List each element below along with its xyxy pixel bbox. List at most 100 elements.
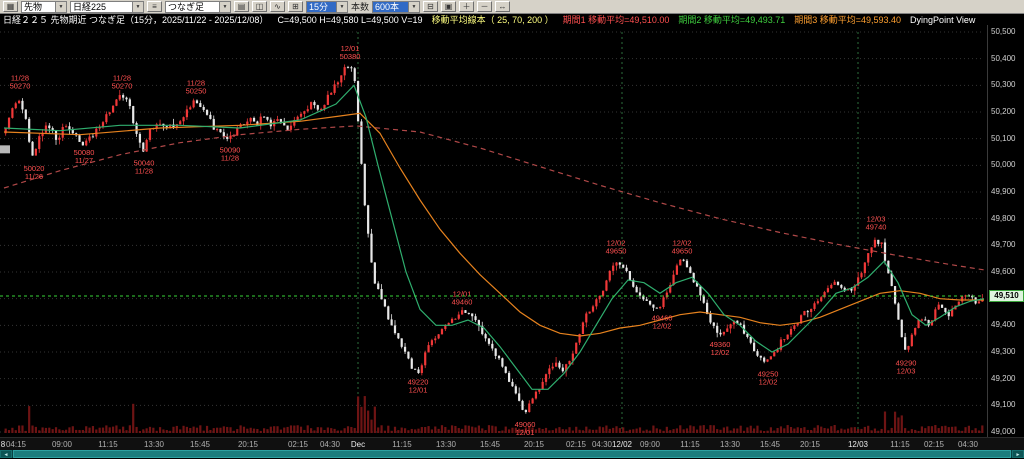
candle-body bbox=[679, 259, 682, 266]
volume-bar bbox=[608, 428, 611, 433]
line-style-icon[interactable]: ∿ bbox=[270, 1, 285, 12]
candle-body bbox=[182, 117, 185, 122]
volume-bar bbox=[652, 425, 655, 433]
candle-body bbox=[266, 116, 269, 120]
candle-body bbox=[964, 295, 967, 297]
candle-body bbox=[467, 312, 470, 314]
candle-body bbox=[612, 265, 615, 271]
swing-point-label: 49360 bbox=[710, 340, 731, 349]
candle-body bbox=[591, 306, 595, 312]
candle-body bbox=[914, 328, 917, 335]
panel-collapse-icon[interactable]: ⊟ bbox=[423, 1, 439, 12]
candle-body bbox=[54, 130, 58, 140]
chevron-down-icon: ▼ bbox=[132, 1, 143, 12]
volume-bar bbox=[746, 427, 749, 433]
bar-count-select[interactable]: 600本 ▼ bbox=[372, 0, 421, 13]
volume-bar bbox=[18, 425, 21, 433]
scrollbar-thumb[interactable] bbox=[13, 450, 1011, 458]
candle-body bbox=[434, 338, 437, 341]
candle-body bbox=[648, 300, 652, 305]
zoom-out-icon[interactable]: － bbox=[477, 1, 493, 12]
candle-body bbox=[430, 340, 434, 346]
volume-bar bbox=[934, 425, 937, 433]
volume-bar bbox=[524, 427, 527, 433]
volume-bar bbox=[544, 427, 548, 433]
candle-body bbox=[330, 92, 333, 95]
swing-point-label: 50020 bbox=[24, 164, 45, 173]
candle-body bbox=[487, 338, 491, 344]
volume-bar bbox=[904, 428, 907, 433]
scroll-left-icon[interactable]: ◄ bbox=[0, 450, 12, 458]
volume-bar bbox=[24, 430, 27, 433]
split-view-icon[interactable]: ◫ bbox=[252, 1, 267, 12]
candle-body bbox=[481, 325, 484, 335]
symbol-select[interactable]: 日経225 ▼ bbox=[70, 0, 144, 13]
candle-body bbox=[169, 124, 172, 128]
chart-type-select[interactable]: つなぎ足 ▼ bbox=[165, 0, 231, 13]
volume-bar bbox=[122, 426, 125, 433]
scrollbar-track[interactable] bbox=[12, 450, 1012, 458]
volume-bar bbox=[286, 426, 289, 433]
app-icon[interactable]: ▦ bbox=[3, 1, 18, 12]
swing-point-label: 11/28 bbox=[135, 167, 153, 176]
grid-toggle-icon[interactable]: ⊞ bbox=[288, 1, 303, 12]
candle-body bbox=[622, 264, 625, 268]
candle-body bbox=[98, 127, 101, 129]
candle-body bbox=[638, 292, 642, 296]
volume-bar bbox=[21, 425, 24, 433]
volume-bar bbox=[749, 425, 752, 433]
volume-bar bbox=[333, 428, 336, 433]
candle-body bbox=[373, 262, 376, 284]
volume-bar bbox=[957, 430, 960, 433]
candle-body bbox=[655, 307, 658, 309]
volume-bar bbox=[823, 428, 826, 433]
candle-body bbox=[756, 351, 759, 356]
time-axis-label: 20:15 bbox=[799, 440, 821, 449]
scroll-right-icon[interactable]: ► bbox=[1012, 450, 1024, 458]
symbol-list-icon[interactable]: ≡ bbox=[147, 1, 162, 12]
time-axis-label: 20:15 bbox=[523, 440, 545, 449]
candle-body bbox=[880, 242, 883, 244]
candle-body bbox=[91, 136, 95, 138]
candle-body bbox=[863, 262, 866, 274]
volume-bar bbox=[766, 430, 769, 433]
indicator-settings-icon[interactable]: ▣ bbox=[441, 1, 457, 12]
candle-body bbox=[64, 126, 68, 128]
volume-bar bbox=[467, 425, 470, 433]
candle-body bbox=[514, 386, 517, 394]
candle-body bbox=[853, 285, 856, 291]
candle-body bbox=[68, 126, 71, 131]
candle-body bbox=[263, 116, 266, 118]
candle-body bbox=[115, 99, 118, 106]
category-select[interactable]: 先物 ▼ bbox=[21, 0, 67, 13]
swing-point-label: 12/02 bbox=[759, 377, 778, 386]
scroll-mode-icon[interactable]: ↔ bbox=[495, 1, 511, 12]
volume-bar bbox=[595, 429, 598, 433]
swing-point-label: 11/28 bbox=[113, 73, 131, 82]
volume-bar bbox=[954, 426, 957, 433]
swing-point-label: 49460 bbox=[652, 313, 673, 322]
volume-bar bbox=[783, 428, 786, 433]
candle-body bbox=[229, 135, 232, 139]
candle-body bbox=[890, 273, 893, 287]
timeframe-select[interactable]: 15分 ▼ bbox=[306, 0, 348, 13]
info-segment-6: 期間3 移動平均=49,593.40 bbox=[794, 15, 902, 25]
volume-bar bbox=[561, 429, 564, 433]
volume-bar bbox=[85, 426, 88, 433]
candle-body bbox=[511, 381, 514, 387]
swing-point-label: 50040 bbox=[134, 159, 155, 168]
volume-bar bbox=[682, 429, 685, 433]
time-axis-date-label: 12/02 bbox=[611, 440, 633, 449]
volume-bar bbox=[964, 427, 967, 433]
candle-body bbox=[753, 342, 756, 352]
volume-bar bbox=[605, 425, 608, 433]
volume-bar bbox=[887, 430, 890, 433]
candle-body bbox=[461, 310, 464, 315]
volume-bar bbox=[246, 428, 249, 433]
candlestick-style-icon[interactable]: ▤ bbox=[234, 1, 249, 12]
volume-bar bbox=[491, 425, 494, 433]
candle-body bbox=[138, 133, 142, 143]
volume-bar bbox=[518, 428, 521, 433]
zoom-in-icon[interactable]: ＋ bbox=[459, 1, 475, 12]
